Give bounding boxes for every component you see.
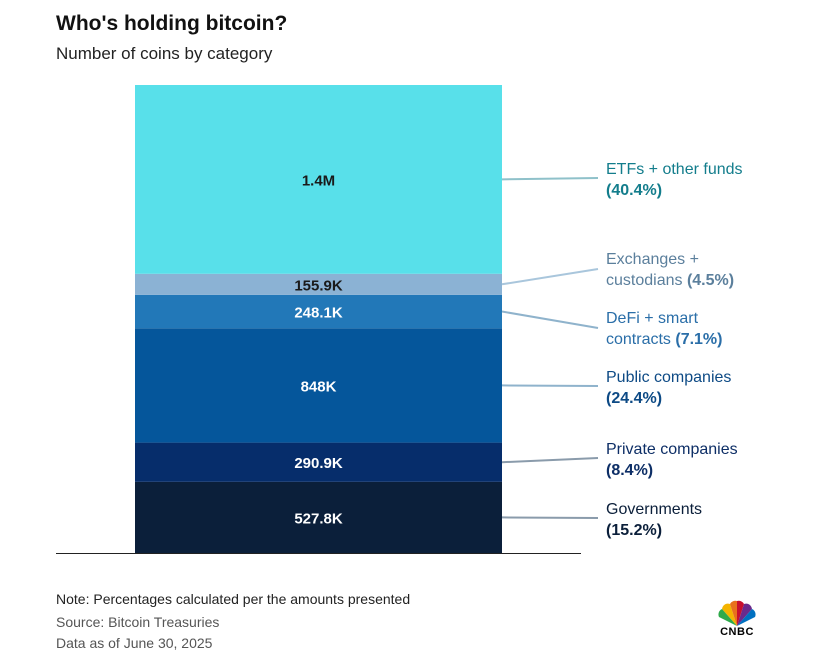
chart-title: Who's holding bitcoin? [56,12,288,35]
value-label-public-companies: 848K [301,378,337,395]
date-line: Data as of June 30, 2025 [56,635,213,651]
bar-segment-governments [135,481,502,553]
connector-line-private-companies [501,457,599,464]
footnote: Note: Percentages calculated per the amo… [56,591,411,607]
peacock-icon [718,600,756,626]
legend-label-public-companies: Public companies (24.4%) [606,369,731,407]
value-label-private-companies: 290.9K [294,455,343,472]
stacked-bar-chart: 527.8K Governments (15.2%) 290.9K Private co… [56,85,743,554]
connector-line-exchanges-custodians [501,268,599,286]
connector-line-etfs-other-funds [501,177,599,181]
legend-label-governments: Governments (15.2%) [606,501,702,539]
legend-label-private-companies: Private companies (8.4%) [606,441,738,479]
legend-label-exchanges-custodians: Exchanges + custodians (4.5%) [606,251,734,289]
source-line: Source: Bitcoin Treasuries [56,614,220,630]
bar-segment-exchanges-custodians [135,273,502,295]
legend-label-etfs-other-funds: ETFs + other funds (40.4%) [606,161,743,199]
connector-line-defi-smart-contracts [501,310,599,329]
bar-segment-public-companies [135,328,502,443]
value-label-etfs-other-funds: 1.4M [302,172,335,189]
value-label-exchanges-custodians: 155.9K [294,277,343,294]
connector-line-public-companies [501,384,599,387]
chart-subtitle: Number of coins by category [56,44,273,63]
cnbc-logo: CNBC [713,600,761,640]
bar-segment-defi-smart-contracts [135,294,502,329]
value-label-governments: 527.8K [294,510,343,527]
bar-segment-etfs-other-funds [135,85,502,274]
connector-line-governments [501,516,599,519]
legend-label-defi-smart-contracts: DeFi + smart contracts (7.1%) [606,310,722,348]
logo-text: CNBC [720,626,754,638]
bar-segment-private-companies [135,442,502,482]
value-label-defi-smart-contracts: 248.1K [294,305,343,322]
